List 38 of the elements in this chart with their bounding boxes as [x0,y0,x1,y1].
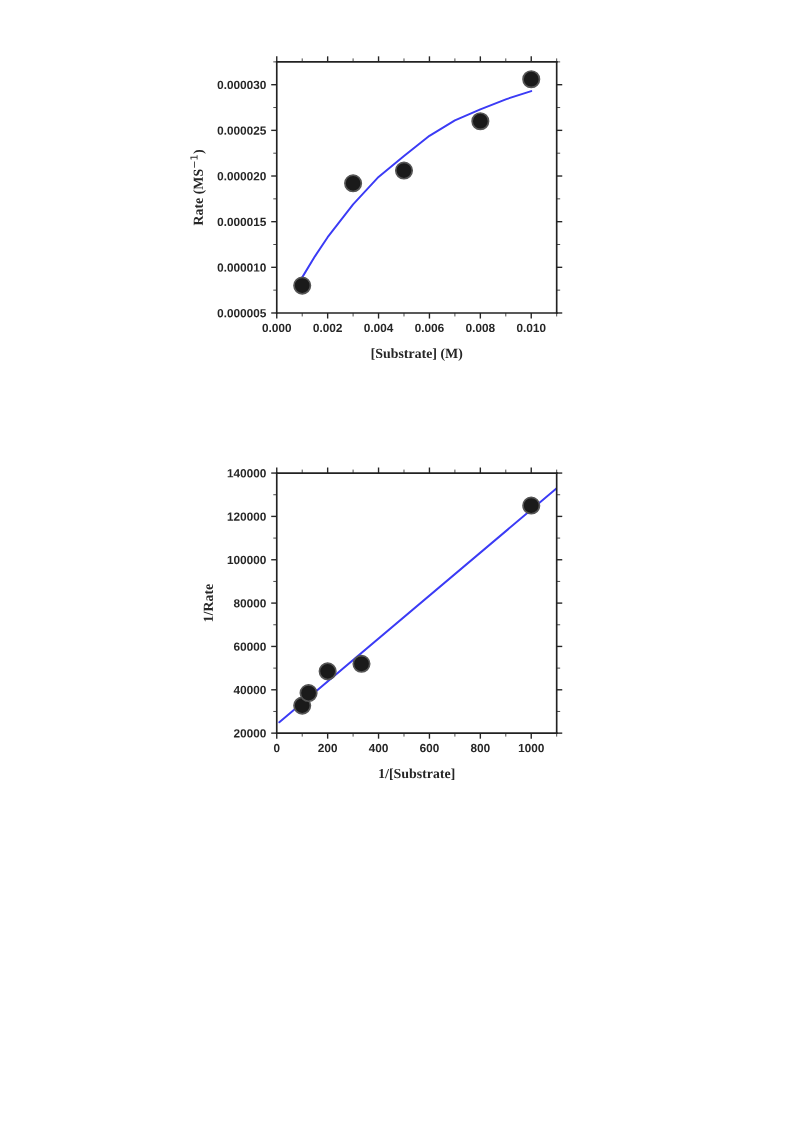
x-tick-label: 800 [470,743,490,753]
point [352,654,371,673]
y-tick-label: 20000 [233,729,266,738]
x-axis-title: [Substrate] (M) [371,348,463,361]
x-tick-label: 0.008 [466,323,495,333]
x-tick-label: 400 [368,743,388,753]
x-tick-label: 0 [273,743,280,753]
point [522,496,541,515]
y-tick-label: 60000 [233,642,266,651]
y-tick-label: 120000 [227,512,266,521]
point [344,174,363,193]
y-tick-label: 0.000005 [217,309,267,318]
x-tick-label: 600 [420,743,439,753]
y-tick-label: 40000 [233,685,266,695]
x-tick-label: 0.004 [364,323,394,333]
y-tick-label: 0.000025 [217,126,267,135]
x-tick-label: 0.002 [313,323,342,333]
x-tick-label: 1000 [518,743,544,753]
x-tick-label: 0.000 [262,323,292,333]
y-axis-title: Rate (MS$^{−1}$) [190,150,206,226]
y-tick-label: 100000 [227,555,266,565]
x-tick-label: 200 [318,743,338,753]
point [318,662,337,681]
x-axis-title: 1/[Substrate] [379,768,455,780]
y-tick-label: 80000 [233,599,266,608]
point [522,70,541,89]
point [299,683,318,703]
y-tick-label: 0.000030 [217,80,266,90]
y-axis-title: 1/Rate [203,584,214,622]
x-tick-label: 0.006 [415,323,444,333]
point [293,276,312,295]
y-tick-label: 0.000015 [217,217,267,227]
x-tick-label: 0.010 [516,323,546,333]
y-tick-label: 140000 [227,469,266,478]
y-tick-label: 0.000010 [217,263,266,272]
point [471,112,490,131]
y-tick-label: 0.000020 [217,172,266,181]
point [394,161,414,180]
